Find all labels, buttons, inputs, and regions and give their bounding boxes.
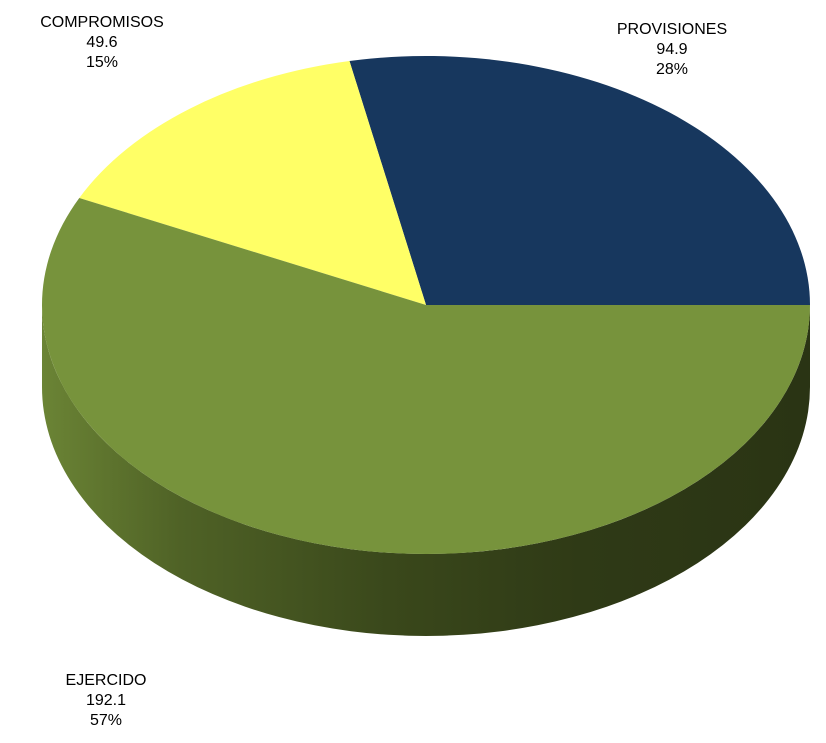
- pie-slice-compromisos: [79, 61, 426, 305]
- data-label-ejercido: EJERCIDO 192.1 57%: [26, 671, 186, 731]
- data-label-compromisos: COMPROMISOS 49.6 15%: [12, 13, 192, 73]
- slice-label-text: EJERCIDO: [65, 672, 147, 689]
- slice-value-text: 94.9: [656, 41, 688, 58]
- slice-value-text: 49.6: [86, 34, 118, 51]
- slice-label-text: PROVISIONES: [616, 21, 728, 38]
- slice-label-text: COMPROMISOS: [40, 14, 164, 31]
- pie-slice-provisiones: [349, 56, 810, 305]
- data-label-provisiones: PROVISIONES 94.9 28%: [592, 20, 752, 80]
- slice-percent-text: 28%: [655, 61, 689, 78]
- slice-percent-text: 57%: [89, 712, 123, 729]
- pie-top-face: [41, 56, 810, 555]
- pie-side-wall-face: [42, 305, 810, 636]
- slice-value-text: 192.1: [85, 692, 127, 709]
- slice-percent-text: 15%: [85, 54, 119, 71]
- pie-slice-ejercido: [41, 197, 810, 555]
- pie-side-wall: [42, 305, 810, 636]
